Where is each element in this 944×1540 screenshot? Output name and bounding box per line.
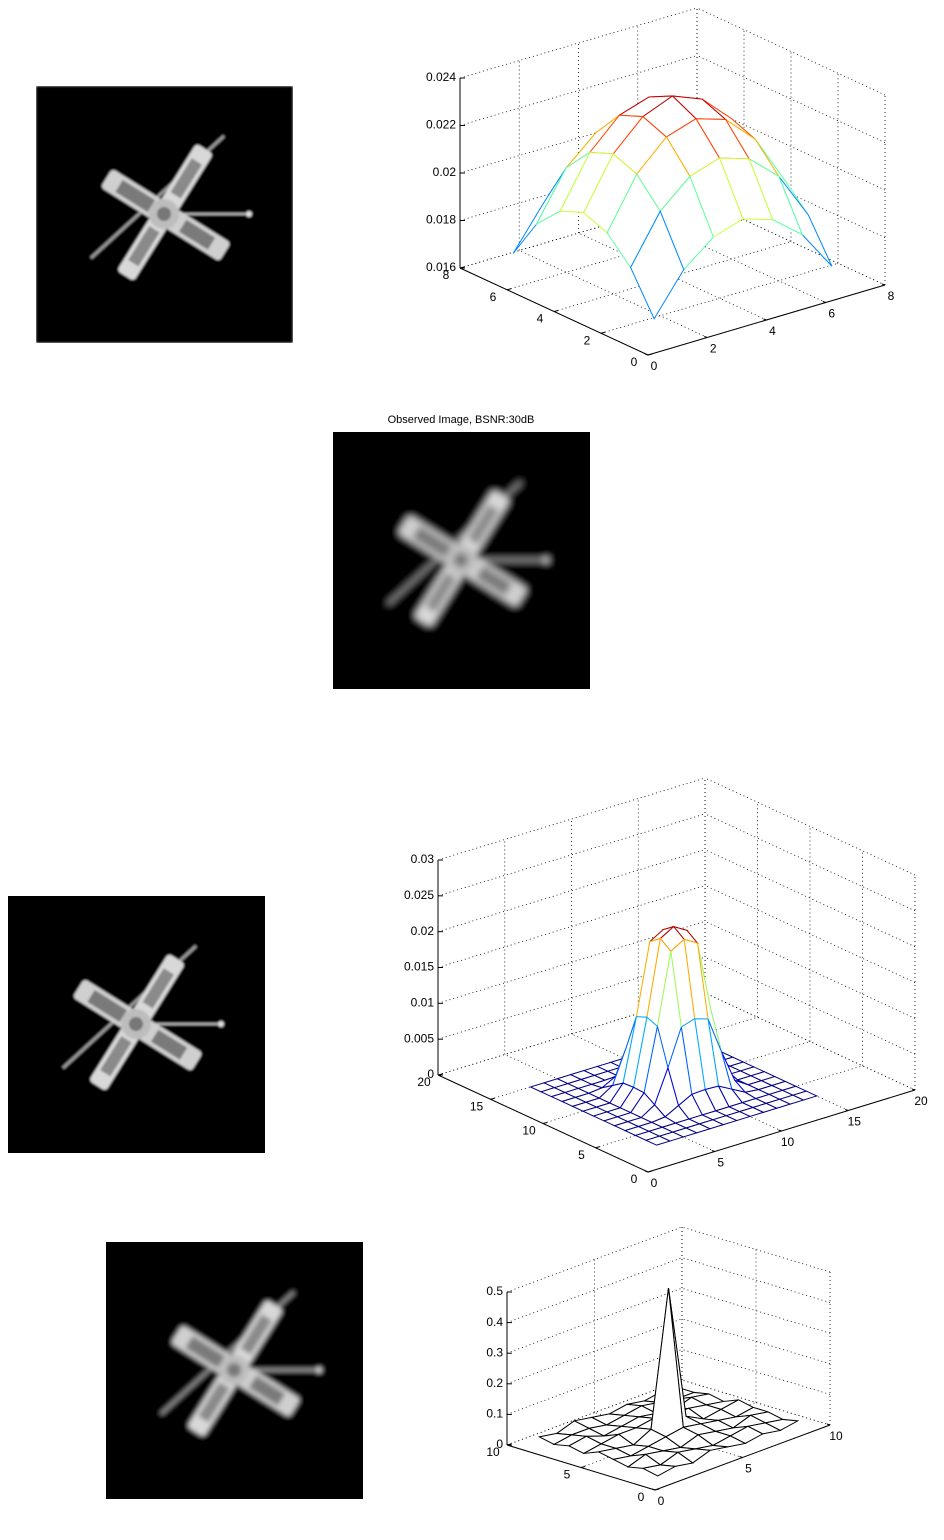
tick-mark — [645, 1171, 648, 1172]
z-tick-label: 0.2 — [486, 1376, 503, 1390]
y-tick-label: 0 — [631, 355, 638, 369]
y-tick-label: 0 — [631, 1172, 638, 1186]
original-image — [36, 86, 293, 343]
z-tick-label: 0.018 — [426, 213, 456, 227]
tick-mark — [740, 1457, 743, 1458]
restored-image — [8, 896, 265, 1153]
z-tick-label: 0.022 — [426, 118, 456, 132]
grid-line — [507, 1258, 682, 1323]
mesh-chart: 051015200510152000.0050.010.0150.020.025… — [404, 778, 928, 1190]
grid-line — [438, 814, 705, 896]
y-tick-label: 6 — [490, 290, 497, 304]
z-tick-label: 0.005 — [404, 1031, 434, 1045]
z-tick-label: 0 — [496, 1437, 503, 1451]
grid-line — [682, 1349, 830, 1394]
x-tick-label: 10 — [781, 1135, 795, 1149]
x-tick-label: 0 — [651, 1176, 658, 1190]
y-tick-label: 0 — [638, 1490, 645, 1504]
y-tick-label: 5 — [564, 1468, 571, 1482]
grid-line — [507, 1319, 682, 1384]
tick-mark — [823, 302, 826, 303]
grid-line — [705, 814, 915, 911]
restored-image — [106, 1242, 363, 1499]
x-tick-label: 20 — [914, 1094, 928, 1108]
tick-mark — [827, 1424, 830, 1425]
y-tick-label: 5 — [578, 1148, 585, 1162]
tick-mark — [764, 319, 767, 320]
z-tick-label: 0.02 — [411, 924, 435, 938]
x-tick-label: 0 — [651, 359, 658, 373]
x-tick-label: 4 — [769, 324, 776, 338]
tick-mark — [704, 337, 707, 338]
y-tick-label: 10 — [522, 1124, 536, 1138]
x-tick-label: 5 — [717, 1156, 724, 1170]
figure: Observed Image, BSNR:30dB 02468024680.01… — [0, 0, 944, 1535]
tick-mark — [543, 1123, 547, 1124]
x-tick-label: 10 — [829, 1429, 843, 1443]
tick-mark — [779, 1130, 782, 1131]
tick-mark — [581, 1467, 585, 1468]
tick-mark — [645, 354, 648, 355]
z-tick-label: 0.024 — [426, 70, 456, 84]
tick-mark — [652, 1489, 655, 1490]
y-tick-label: 4 — [537, 312, 544, 326]
tick-mark — [648, 1171, 652, 1172]
z-tick-label: 0.015 — [404, 960, 434, 974]
tick-mark — [554, 311, 558, 312]
z-tick-label: 0.4 — [486, 1315, 503, 1329]
tick-mark — [882, 284, 885, 285]
z-tick-label: 0 — [427, 1067, 434, 1081]
z-tick-label: 0.1 — [486, 1407, 503, 1421]
tick-mark — [596, 1147, 600, 1148]
y-tick-label: 2 — [584, 333, 591, 347]
z-tick-label: 0.02 — [433, 165, 457, 179]
tick-mark — [507, 289, 511, 290]
image-title: Observed Image, BSNR:30dB — [388, 414, 535, 426]
grid-line — [705, 921, 915, 1018]
z-tick-label: 0.01 — [411, 996, 435, 1010]
x-tick-label: 6 — [828, 307, 835, 321]
z-tick-label: 0.03 — [411, 852, 435, 866]
x-tick-label: 2 — [710, 342, 717, 356]
tick-mark — [845, 1110, 848, 1111]
x-tick-label: 15 — [848, 1115, 862, 1129]
observed-image — [333, 432, 590, 689]
z-tick-label: 0.3 — [486, 1345, 503, 1359]
x-tick-label: 0 — [658, 1494, 665, 1508]
x-tick-label: 5 — [745, 1462, 752, 1476]
grid-line — [507, 1288, 682, 1353]
tick-mark — [712, 1151, 715, 1152]
grid-line — [705, 957, 915, 1054]
z-tick-label: 0.025 — [404, 888, 434, 902]
tick-mark — [491, 1098, 495, 1099]
grid-line — [705, 886, 915, 983]
x-tick-label: 8 — [888, 289, 895, 303]
grid-line — [682, 1258, 830, 1303]
tick-mark — [648, 354, 652, 355]
tick-mark — [655, 1489, 659, 1490]
tick-mark — [601, 332, 605, 333]
grid-line — [705, 850, 915, 947]
tick-mark — [912, 1089, 915, 1090]
z-tick-label: 0.5 — [486, 1284, 503, 1298]
y-tick-label: 15 — [470, 1099, 484, 1113]
z-tick-label: 0.016 — [426, 260, 456, 274]
